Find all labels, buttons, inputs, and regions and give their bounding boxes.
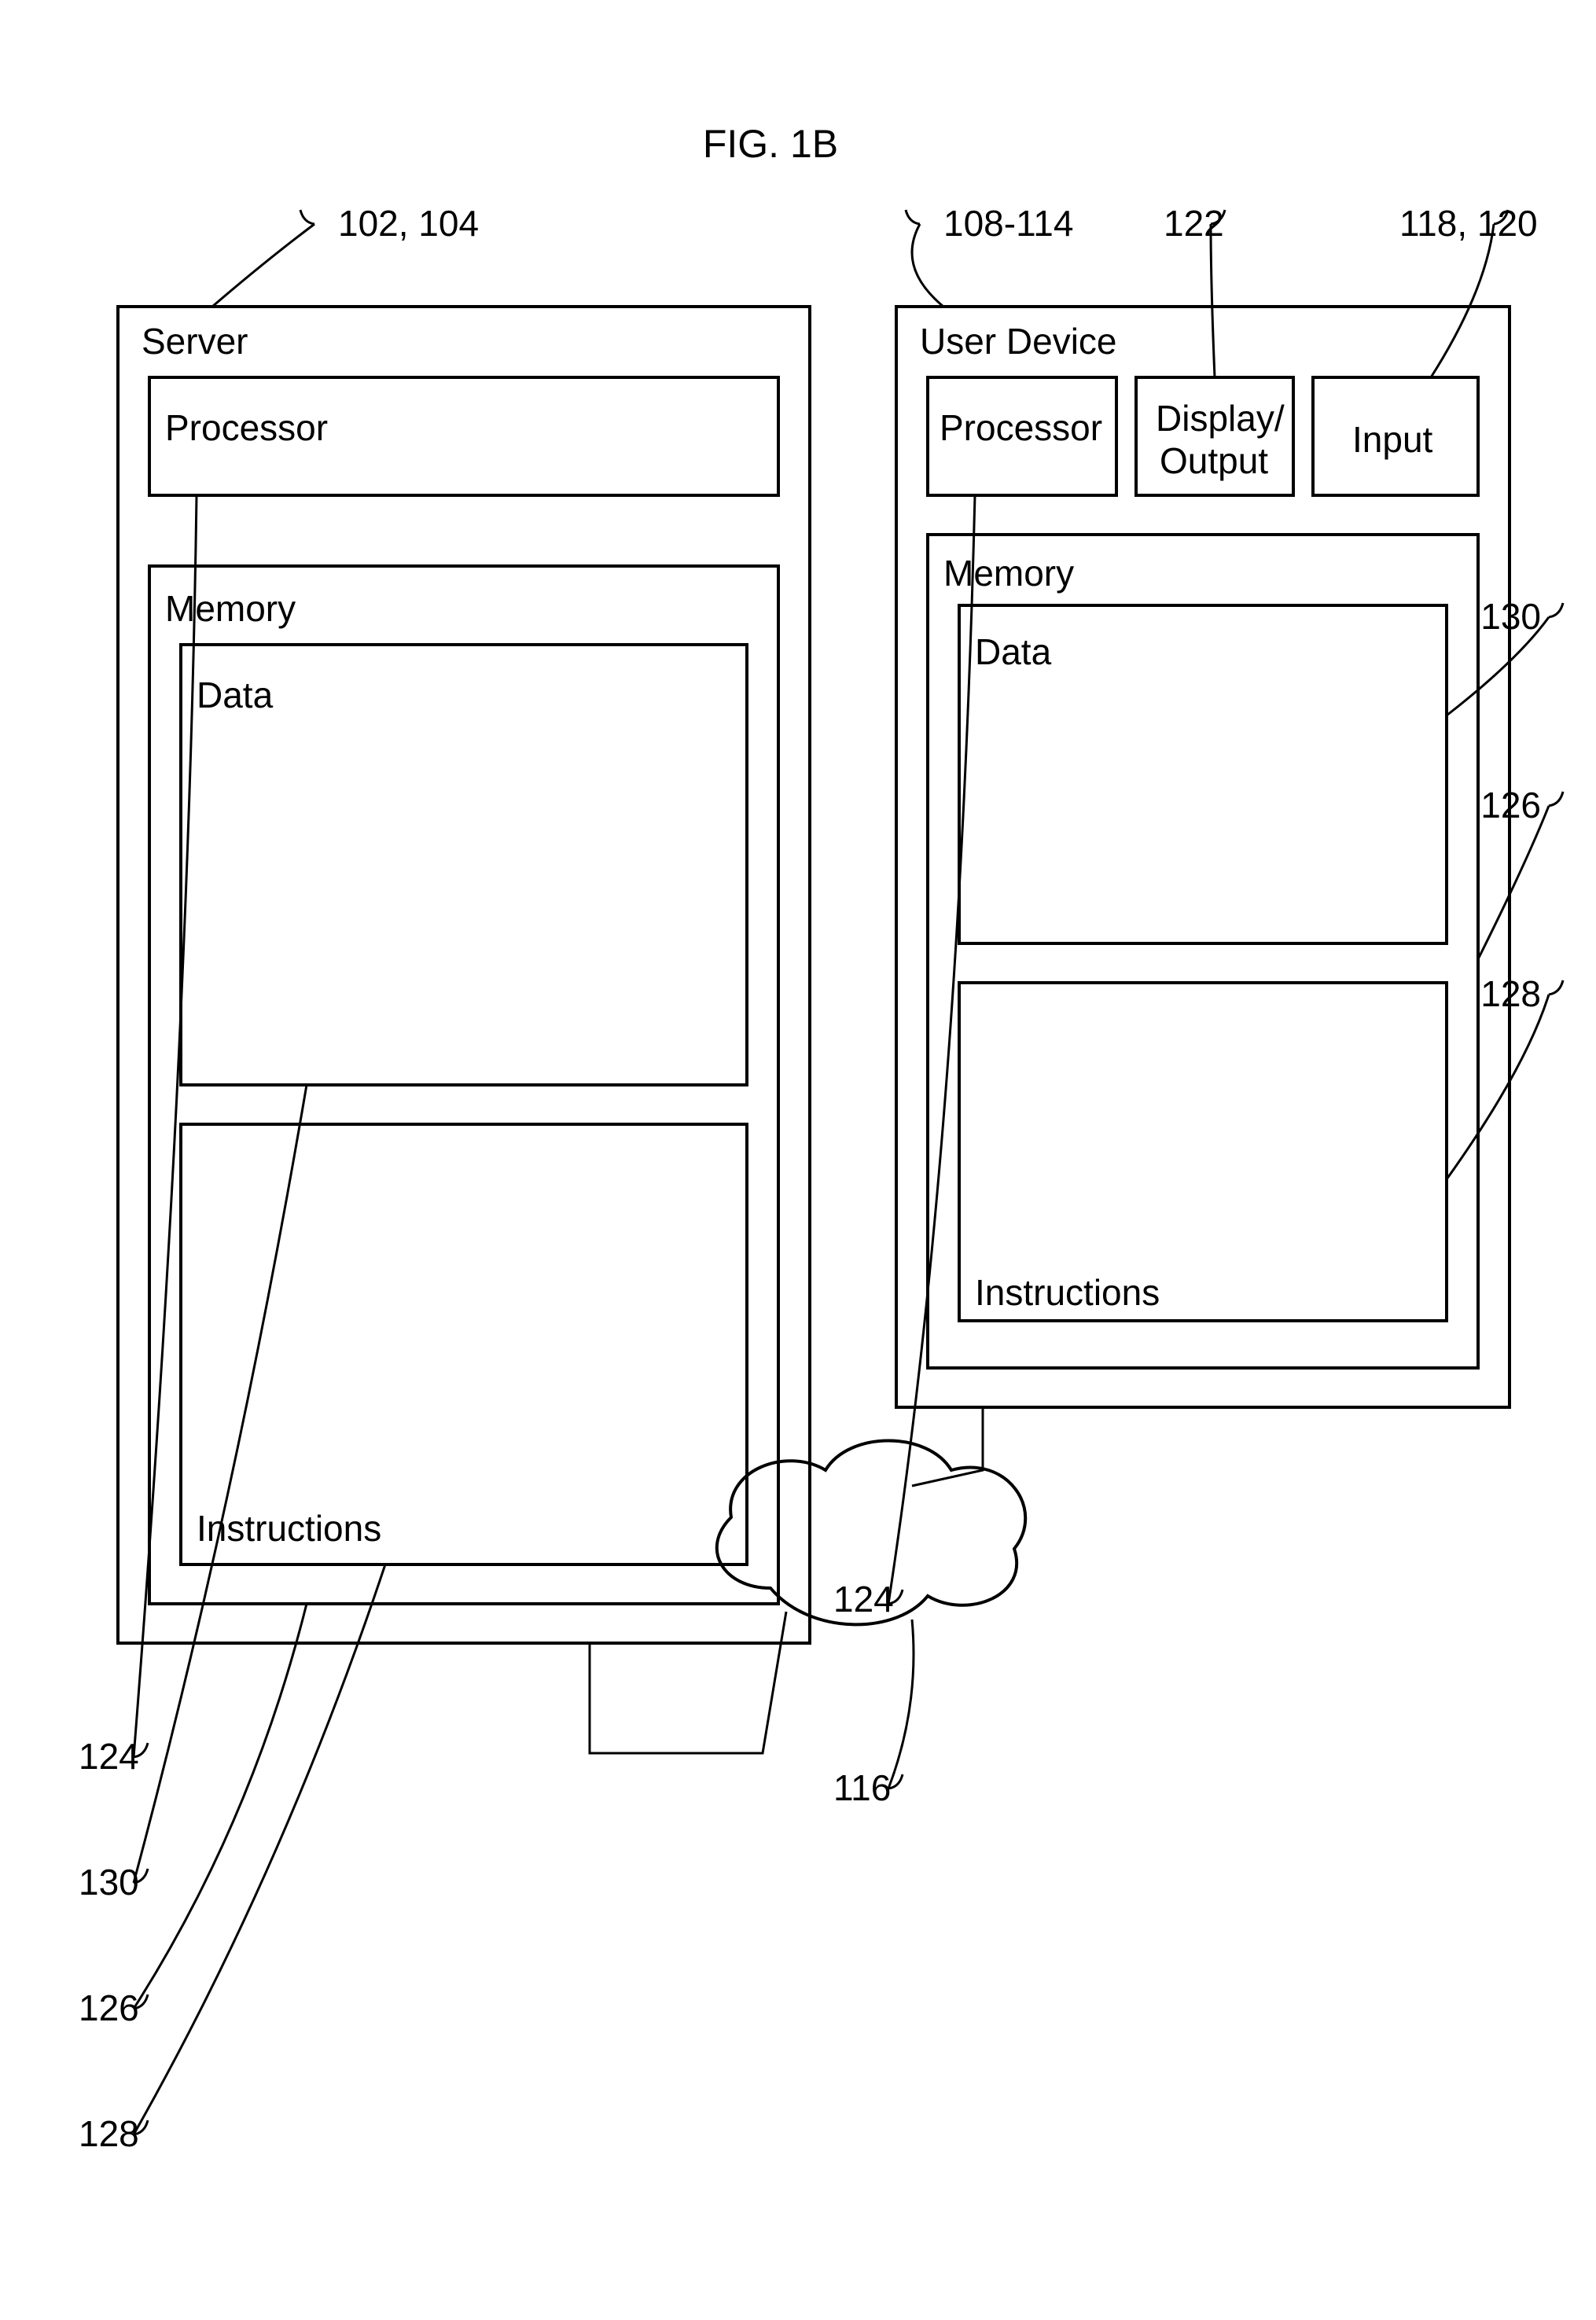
network-ref-leader (888, 1620, 914, 1789)
user-processor-ref-leader (888, 495, 975, 1604)
user-memory-label: Memory (943, 553, 1074, 594)
server-data-label: Data (197, 675, 274, 715)
server-data-ref: 130 (79, 1862, 139, 1903)
server-processor-ref-leader (134, 495, 197, 1757)
user-instructions-label: Instructions (975, 1272, 1160, 1313)
server-instructions-ref: 128 (79, 2113, 139, 2154)
server-memory-ref-leader (134, 1604, 307, 2009)
user-display-label-2: Output (1160, 440, 1268, 481)
user-instructions-ref: 128 (1480, 973, 1541, 1014)
server-data-ref-leader (134, 1085, 307, 1883)
server-instructions-box (181, 1124, 747, 1564)
user-input-ref: 118, 120 (1399, 203, 1538, 244)
server-title: Server (142, 321, 248, 362)
user-device-ref-leader (906, 210, 943, 307)
user-processor-ref: 124 (833, 1579, 894, 1620)
server-memory-label: Memory (165, 588, 296, 629)
server-ref: 102, 104 (338, 203, 479, 244)
server-to-cloud-connector (590, 1612, 786, 1753)
user-data-ref: 130 (1480, 596, 1541, 637)
user-instructions-box (959, 983, 1447, 1321)
server-ref-leader (212, 210, 314, 307)
user-memory-ref: 126 (1480, 785, 1541, 825)
network-ref: 116 (833, 1767, 891, 1808)
figure-1b-diagram: FIG. 1B Server Processor Memory Data Instruct… (0, 0, 1596, 2320)
user-display-label-1: Display/ (1156, 398, 1285, 439)
figure-title: FIG. 1B (703, 122, 838, 166)
user-device-ref: 108-114 (943, 203, 1073, 244)
server-memory-ref: 126 (79, 1987, 139, 2028)
user-data-label: Data (975, 631, 1052, 672)
server-processor-label: Processor (165, 407, 328, 448)
server-instructions-ref-leader (134, 1564, 385, 2134)
user-device-title: User Device (920, 321, 1117, 362)
server-processor-ref: 124 (79, 1736, 139, 1777)
user-input-label: Input (1352, 419, 1433, 460)
user-processor-label: Processor (940, 407, 1102, 448)
server-box (118, 307, 810, 1643)
